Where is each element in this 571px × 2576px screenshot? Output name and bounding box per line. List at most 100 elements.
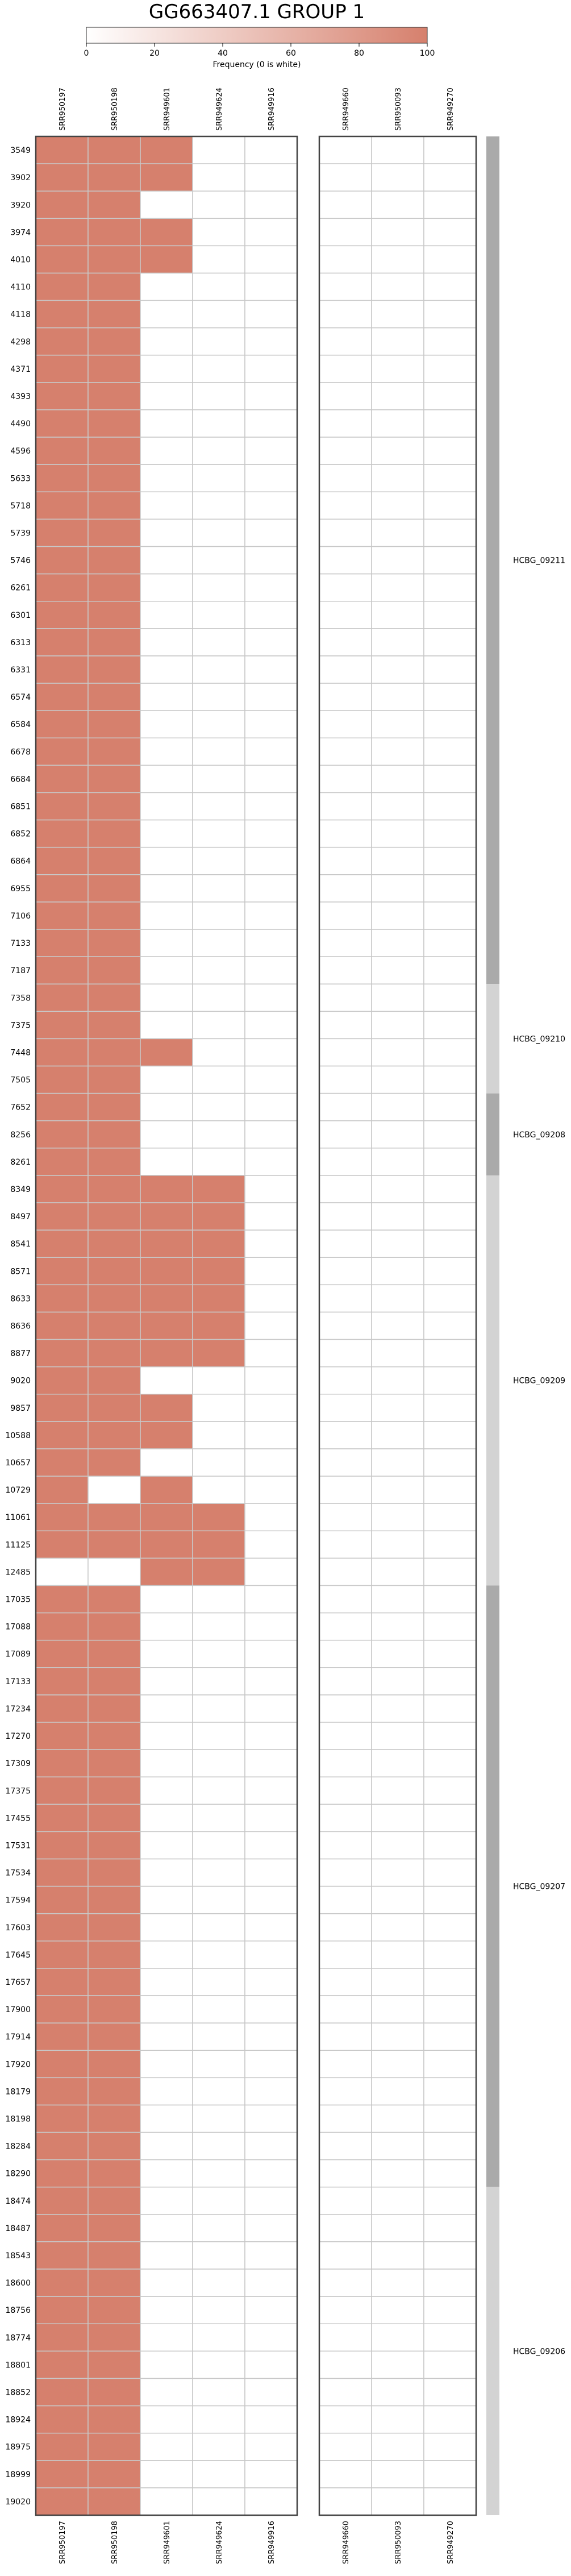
heatmap-cell [423,1639,477,1668]
column-label-top: SRR949916 [268,88,276,131]
heatmap-cell [140,737,193,766]
heatmap-cell [35,1148,89,1176]
heatmap-cell [87,983,141,1012]
heatmap-cell [371,1394,424,1422]
row-label: 17534 [5,1869,31,1878]
heatmap-cell [192,846,245,875]
heatmap-cell [244,382,298,410]
heatmap-cell [244,491,298,520]
heatmap-cell [140,272,193,301]
heatmap-cell [140,2378,193,2407]
heatmap-cell [140,1476,193,1504]
heatmap-cell [35,2432,89,2461]
heatmap-cell [244,1885,298,1914]
row-label: 17920 [5,2060,31,2069]
heatmap-cell [371,2460,424,2488]
heatmap-cell [35,382,89,410]
heatmap-cell [87,437,141,465]
heatmap-cell [87,518,141,547]
heatmap-cell [371,929,424,957]
heatmap-cell [35,300,89,329]
heatmap-cell [319,491,372,520]
heatmap-cell [319,1421,372,1449]
row-label: 3920 [10,201,31,210]
heatmap-cell [371,1065,424,1094]
heatmap-cell [244,792,298,821]
heatmap-cell [371,1557,424,1586]
heatmap-cell [192,382,245,410]
row-label: 4393 [10,392,31,401]
heatmap-cell [35,956,89,984]
heatmap-cell [140,163,193,192]
heatmap-cell [35,2378,89,2407]
row-label: 4490 [10,419,31,429]
row-label: 17594 [5,1896,31,1905]
heatmap-cell [244,819,298,848]
heatmap-cell [319,136,372,164]
heatmap-cell [371,2159,424,2188]
heatmap-cell [423,491,477,520]
heatmap-cell [140,573,193,602]
heatmap-cell [244,1476,298,1504]
heatmap-cell [192,1503,245,1532]
heatmap-cell [244,737,298,766]
heatmap-cell [35,2104,89,2133]
heatmap-cell [87,464,141,493]
heatmap-cell [319,628,372,657]
heatmap-cell [244,2350,298,2379]
row-label: 10729 [5,1486,31,1495]
row-label: 6851 [10,803,31,812]
column-label-top: SRR950197 [59,88,67,131]
heatmap-cell [244,272,298,301]
heatmap-cell [87,409,141,438]
heatmap-cell [192,1585,245,1614]
heatmap-cell [140,1968,193,1996]
heatmap-cell [192,1530,245,1559]
row-label: 6684 [10,775,31,784]
column-label-top: SRR950198 [111,88,119,131]
heatmap-cell [192,765,245,793]
heatmap-cell [87,272,141,301]
row-label: 18975 [5,2443,31,2452]
heatmap-cell [140,1011,193,1040]
heatmap-cell [140,2104,193,2133]
heatmap-cell [371,2132,424,2160]
heatmap-cell [192,190,245,219]
heatmap-cell [192,683,245,711]
heatmap-cell [423,1694,477,1723]
heatmap-cell [244,1722,298,1750]
heatmap-cell [140,355,193,383]
heatmap-cell [87,1092,141,1121]
column-label-bottom: SRR950198 [111,2521,119,2564]
heatmap-cell [192,2296,245,2325]
heatmap-cell [371,819,424,848]
gene-band-label: HCBG_09206 [513,2347,565,2356]
heatmap-cell [423,2405,477,2434]
heatmap-cell [319,1311,372,1340]
heatmap-cell [192,2022,245,2051]
heatmap-cell [423,1585,477,1614]
heatmap-cell [244,1585,298,1614]
heatmap-cell [244,601,298,629]
heatmap-cell [319,300,372,329]
heatmap-cell [423,1995,477,2024]
heatmap-cell [192,2159,245,2188]
heatmap-cell [423,2214,477,2242]
heatmap-cell [35,464,89,493]
heatmap-cell [192,2487,245,2516]
heatmap-cell [319,546,372,575]
heatmap-cell [319,1804,372,1833]
heatmap-cell [244,1229,298,1258]
heatmap-cell [35,1804,89,1833]
heatmap-cell [319,655,372,684]
row-label: 11125 [5,1540,31,1549]
heatmap-cell [192,1995,245,2024]
heatmap-cell [319,2487,372,2516]
heatmap-cell [319,2187,372,2215]
column-label-bottom: SRR949916 [268,2521,276,2564]
heatmap-cell [87,1257,141,1286]
heatmap-cell [87,1776,141,1805]
heatmap-cell [244,901,298,930]
row-label: 7652 [10,1103,31,1112]
heatmap-cell [244,573,298,602]
